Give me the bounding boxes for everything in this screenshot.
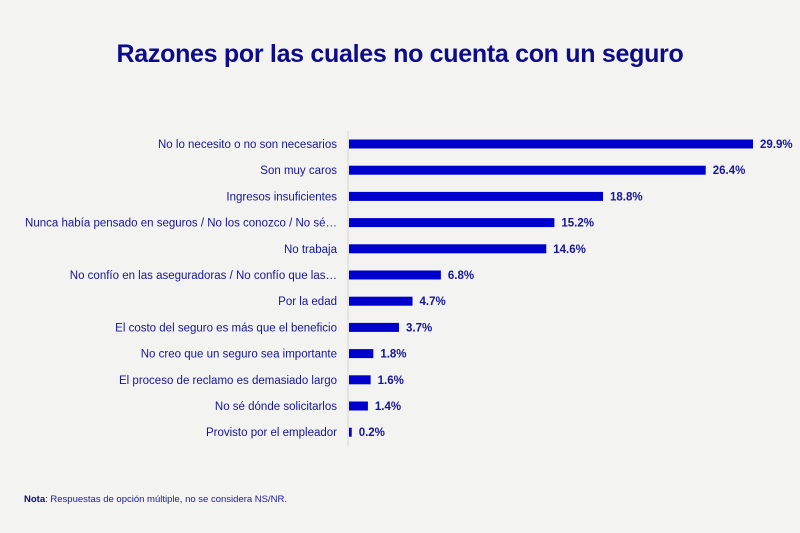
data-label: 4.7% [420,296,446,308]
footnote-text: : Respuestas de opción múltiple, no se c… [45,494,287,505]
category-label: No sé dónde solicitarlos [215,401,337,413]
data-label: 3.7% [406,322,432,334]
category-label: Nunca había pensado en seguros / No los … [25,218,337,230]
category-label: El costo del seguro es más que el benefi… [115,322,337,334]
bar [349,427,352,437]
bar [349,218,555,228]
data-label: 0.2% [359,427,385,439]
data-label: 14.6% [553,244,586,256]
data-label: 1.8% [380,349,406,361]
category-label: No trabaja [284,244,338,256]
category-label: El proceso de reclamo es demasiado largo [119,375,337,387]
category-label: No confío en las aseguradoras / No confí… [70,270,337,282]
category-label: Ingresos insuficientes [226,191,337,203]
category-label: Por la edad [278,296,337,308]
data-label: 18.8% [610,191,643,203]
bar [349,165,706,175]
data-label: 29.9% [760,139,793,151]
category-label: No creo que un seguro sea importante [141,349,337,361]
data-label: 15.2% [561,218,594,230]
bar [349,244,547,254]
bar [349,270,441,280]
category-label: No lo necesito o no son necesarios [158,139,337,151]
bar [349,191,604,201]
data-label: 26.4% [713,165,746,177]
bar [349,375,371,385]
data-label: 1.4% [375,401,401,413]
footnote: Nota: Respuestas de opción múltiple, no … [24,494,287,505]
chart-title: Razones por las cuales no cuenta con un … [116,40,684,68]
bar [349,296,413,306]
data-label: 6.8% [448,270,474,282]
footnote-label: Nota [24,494,46,505]
category-label: Provisto por el empleador [206,427,337,439]
data-label: 1.6% [378,375,404,387]
bar [349,349,374,359]
bar [349,322,399,332]
bar [349,139,753,149]
category-label: Son muy caros [260,165,337,177]
bar [349,401,368,411]
